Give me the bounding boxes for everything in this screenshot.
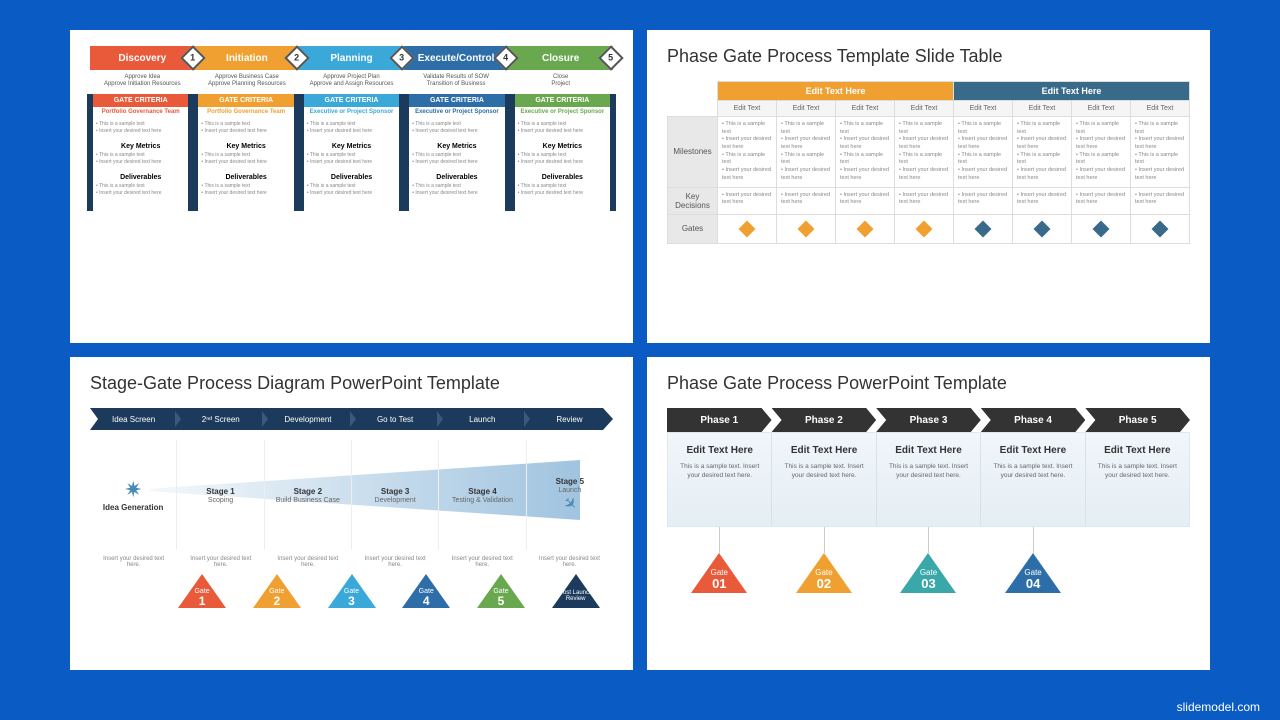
slide-phase-gate-template: Phase Gate Process PowerPoint Template P…: [647, 357, 1210, 670]
slide-stage-gate-diagram: Stage-Gate Process Diagram PowerPoint Te…: [70, 357, 633, 670]
slide-title: Phase Gate Process Template Slide Table: [667, 46, 1190, 67]
process-arrow: Idea Screen2ⁿᵈ ScreenDevelopmentGo to Te…: [90, 408, 613, 430]
slide-title: Stage-Gate Process Diagram PowerPoint Te…: [90, 373, 613, 394]
phase-arrow: Phase 1Phase 2Phase 3Phase 4Phase 5: [667, 408, 1190, 432]
slide-phase-gate-columns: Discovery1Initiation2Planning3Execute/Co…: [70, 30, 633, 343]
watermark: slidemodel.com: [1177, 700, 1260, 714]
phase-gate-table: Edit Text HereEdit Text HereEdit TextEdi…: [667, 81, 1190, 244]
slide-phase-gate-table: Phase Gate Process Template Slide Table …: [647, 30, 1210, 343]
slide-title: Phase Gate Process PowerPoint Template: [667, 373, 1190, 394]
